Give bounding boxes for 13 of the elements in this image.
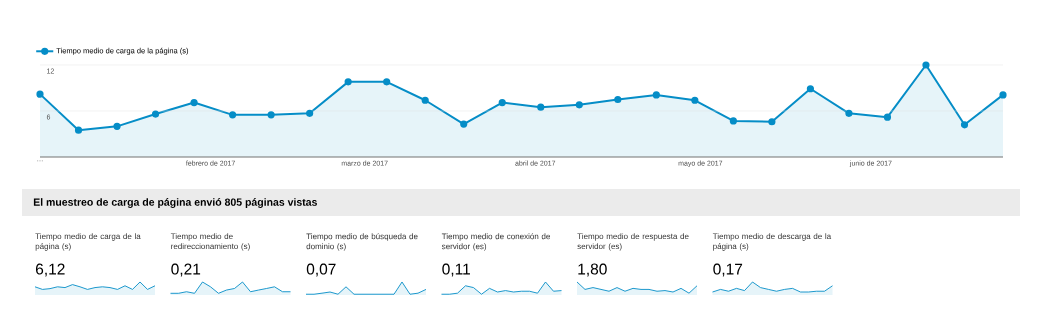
chart-title: Tiempo medio de descarga de la página (s) [712,233,832,251]
chart-title: Tiempo medio de conexión de servidor (es) [441,233,550,251]
text: 0,17 [713,263,743,277]
text: El muestreo de carga de página envió 805 páginas vistas [33,198,317,208]
chart-title: Tiempo medio de búsqueda de dominio (s) [306,233,418,251]
text: 0,11 [442,263,470,277]
chart-title: Tiempo medio de respuesta de servidor (es) [577,233,689,251]
text: 6,12 [35,263,65,277]
chart-title: Tiempo medio de redireccionamiento (s) [170,233,250,251]
text: 1,80 [578,263,607,277]
chart-title: Tiempo medio de carga de la página (s) [35,233,141,251]
text: 0,07 [306,263,336,277]
text: 0,21 [171,263,201,277]
